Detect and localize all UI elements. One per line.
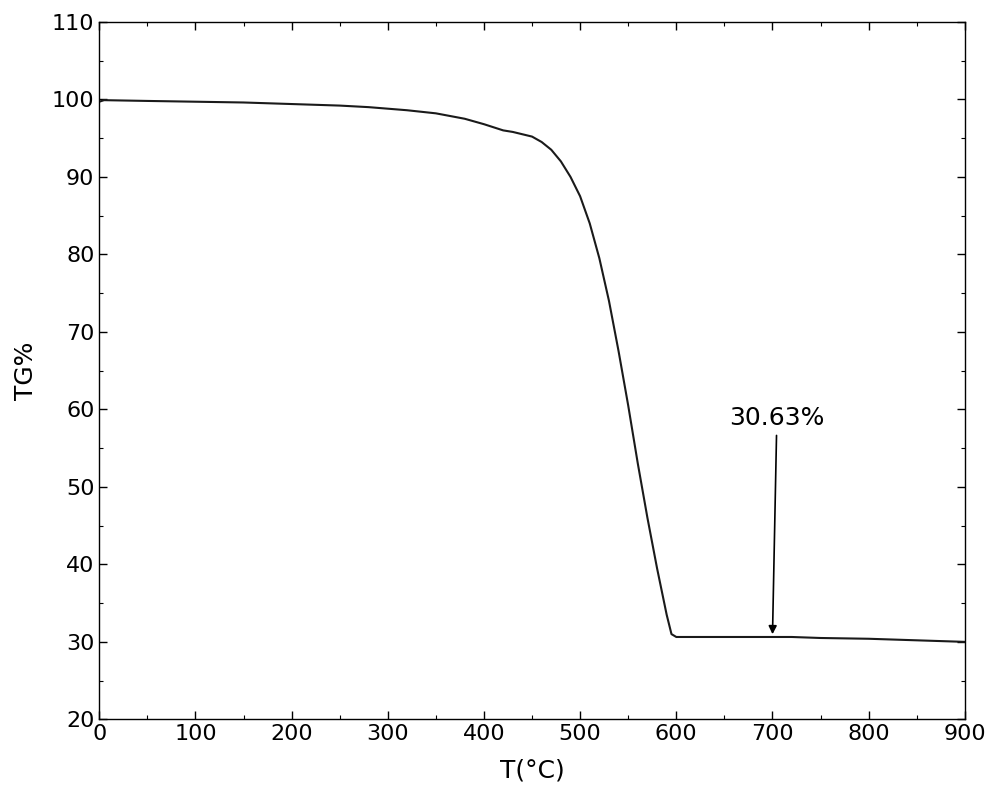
Y-axis label: TG%: TG%	[14, 341, 38, 400]
X-axis label: T(°C): T(°C)	[500, 758, 564, 782]
Text: 30.63%: 30.63%	[729, 406, 825, 632]
